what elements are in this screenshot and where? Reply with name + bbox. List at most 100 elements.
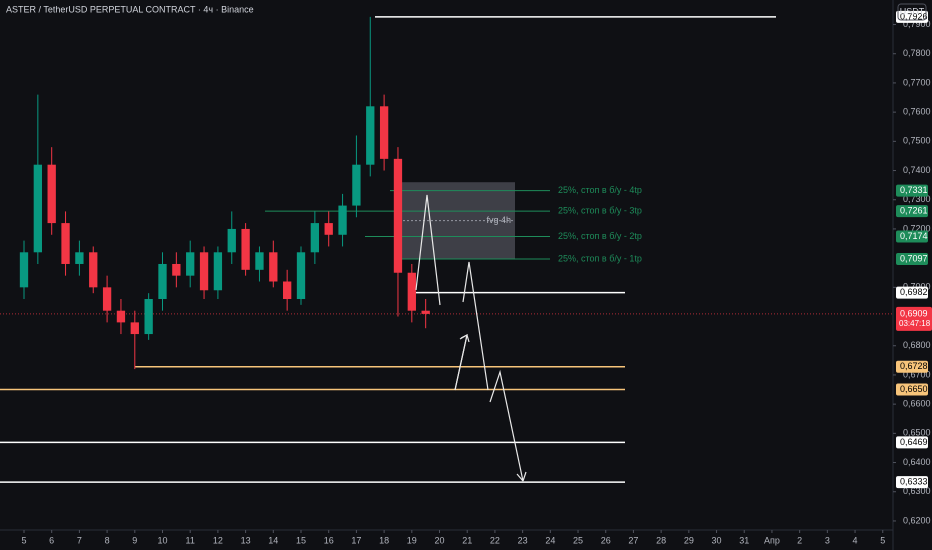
x-tick-label: Апр [764, 535, 780, 545]
x-tick-label: 16 [324, 535, 334, 545]
x-tick-label: 22 [490, 535, 500, 545]
x-tick-label: 20 [435, 535, 445, 545]
candle-body [172, 263, 181, 276]
x-tick-label: 4 [853, 535, 858, 545]
x-tick-label: 23 [518, 535, 528, 545]
candle-body [19, 252, 29, 288]
currency-label[interactable]: USDT [900, 6, 925, 16]
y-tick-label: 0,7700 [903, 77, 931, 87]
candle-body [116, 310, 126, 323]
y-tick-label: 0,6600 [903, 399, 931, 409]
price-tag [896, 253, 928, 266]
x-tick-label: 25 [573, 535, 583, 545]
x-tick-label: 31 [739, 535, 749, 545]
x-tick-label: 11 [186, 535, 195, 545]
x-tick-label: 3 [825, 535, 830, 545]
level-text: 25%, стоп в б/у - 2tp [558, 231, 642, 241]
x-tick-label: 30 [712, 535, 722, 545]
x-tick-label: 12 [213, 535, 223, 545]
price-tag-label: 0,7331 [900, 185, 928, 195]
price-tag-label: 0,6982 [900, 287, 928, 297]
candle-body [33, 164, 42, 253]
last-price-label: 0,6909 [900, 308, 928, 318]
chart-title: ASTER / TetherUSD PERPETUAL CONTRACT · 4… [6, 4, 254, 14]
y-tick-label: 0,7800 [903, 48, 931, 58]
x-tick-label: 17 [351, 535, 361, 545]
candle-body [102, 287, 112, 311]
price-tag [896, 360, 928, 373]
x-tick-label: 7 [77, 535, 82, 545]
x-tick-label: 5 [880, 535, 885, 545]
candle-body [407, 272, 416, 311]
x-tick-label: 19 [407, 535, 417, 545]
price-tag [896, 383, 928, 396]
candle-body [158, 263, 167, 300]
x-tick-label: 27 [628, 535, 638, 545]
candle-body [310, 223, 320, 253]
x-tick-label: 8 [105, 535, 110, 545]
y-tick-label: 0,6300 [903, 486, 931, 496]
price-tag [896, 184, 928, 197]
price-tag [896, 230, 928, 243]
arrow-head [454, 334, 470, 391]
y-tick-label: 0,7500 [903, 136, 931, 146]
y-tick-label: 0,6800 [903, 340, 931, 350]
candle-body [379, 106, 389, 159]
x-tick-label: 10 [157, 535, 167, 545]
level-text: 25%, стоп в б/у - 1tp [558, 253, 642, 263]
price-tag-label: 0,6469 [900, 437, 928, 447]
candle-body [227, 228, 236, 253]
candle-body [338, 205, 347, 235]
price-tag [896, 476, 928, 489]
price-tag-label: 0,7174 [900, 231, 928, 241]
candle-body [393, 158, 403, 273]
price-tag-label: 0,7097 [900, 253, 928, 263]
candle-body [269, 252, 278, 282]
y-tick-label: 0,7900 [903, 19, 931, 29]
candle-body [61, 223, 70, 264]
x-tick-label: 21 [462, 535, 472, 545]
x-tick-label: 26 [601, 535, 611, 545]
arrow-path [462, 261, 489, 391]
candle-body [47, 164, 56, 224]
last-price-tag [896, 306, 932, 331]
x-tick-label: 24 [545, 535, 555, 545]
y-tick-label: 0,6400 [903, 457, 931, 467]
candle-body [241, 228, 250, 270]
x-tick-label: 13 [241, 535, 251, 545]
level-text: 25%, стоп в б/у - 3tp [558, 205, 642, 215]
fvg-label: fvg 4h [486, 215, 511, 225]
price-tag [896, 436, 928, 449]
y-tick-label: 0,7200 [903, 223, 931, 233]
candle-body [283, 281, 292, 300]
candle-body [296, 252, 306, 300]
candle-body [186, 252, 195, 276]
countdown: 03:47:18 [899, 319, 931, 328]
y-tick-label: 0,7600 [903, 107, 931, 117]
arrow-path [489, 369, 524, 482]
x-tick-label: 6 [49, 535, 54, 545]
price-tag-label: 0,6650 [900, 384, 928, 394]
candle-body [213, 252, 223, 291]
level-text: 25%, стоп в б/у - 4tp [558, 185, 642, 195]
candle-body [144, 299, 153, 335]
y-tick-label: 0,7300 [903, 194, 931, 204]
projection-arrows [415, 194, 527, 482]
x-tick-label: 2 [797, 535, 802, 545]
arrow-path [415, 194, 441, 306]
y-tick-label: 0,7400 [903, 165, 931, 175]
price-tag-label: 0,6728 [900, 361, 928, 371]
arrow-head [516, 471, 527, 482]
x-tick-label: 28 [656, 535, 666, 545]
price-tag [896, 205, 928, 218]
currency-button[interactable] [897, 3, 927, 21]
candle-body [352, 164, 361, 206]
price-tag-label: 0,6333 [900, 476, 928, 486]
candle-body [89, 252, 98, 288]
candle-body [366, 106, 375, 165]
x-tick-label: 9 [132, 535, 137, 545]
candle-body [324, 223, 333, 235]
